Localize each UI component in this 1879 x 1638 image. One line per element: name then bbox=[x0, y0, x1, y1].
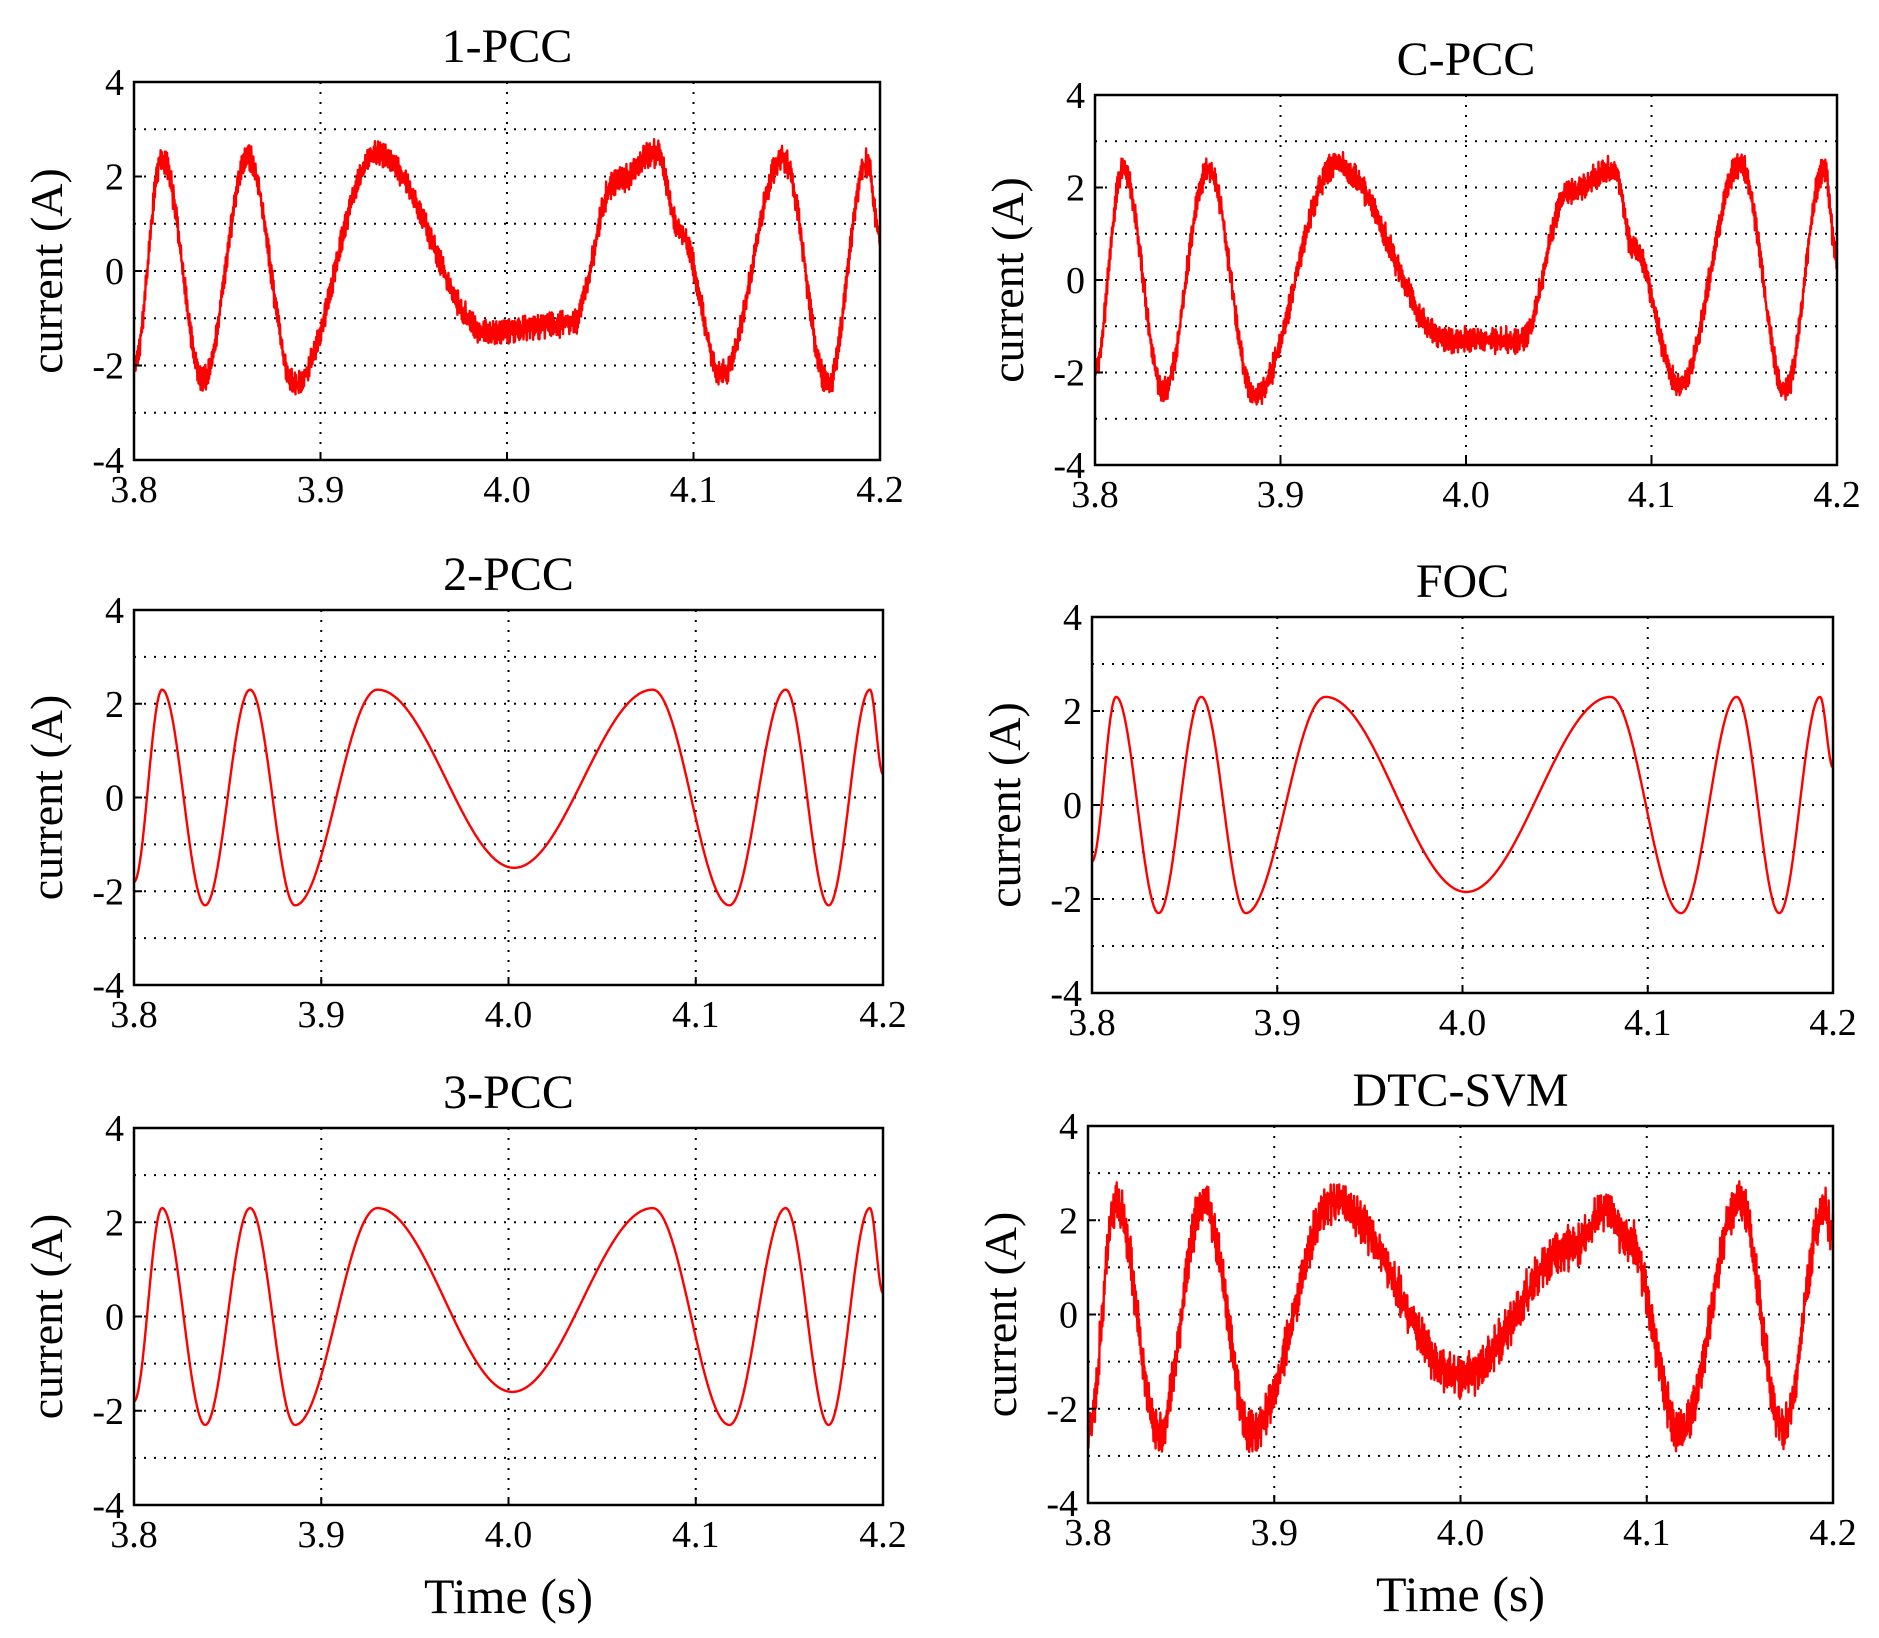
y-tick-label: -4 bbox=[1050, 973, 1082, 1015]
panel-p1pcc: 1-PCC 4 2 0 -2 -43.8 3.9 4.0 4.1 4.2 current (A) bbox=[21, 20, 904, 511]
y-tick-label: 0 bbox=[1059, 1295, 1078, 1337]
panel-p2pcc: 2-PCC 4 2 0 -2 -43.8 3.9 4.0 4.1 4.2 current (A) bbox=[21, 548, 907, 1036]
panel-pcpcc: C-PCC 4 2 0 -2 -43.8 3.9 4.0 4.1 4.2 current (A) bbox=[982, 33, 1861, 516]
y-tick-label: 2 bbox=[105, 1202, 124, 1244]
x-tick-label: 3.8 bbox=[1071, 474, 1119, 516]
x-tick-label: 3.8 bbox=[1064, 1512, 1112, 1554]
y-tick-label: 0 bbox=[1066, 260, 1085, 302]
x-tick-label: 4.2 bbox=[859, 1514, 907, 1556]
chart-title: 3-PCC bbox=[443, 1066, 574, 1119]
x-tick-label: 4.2 bbox=[1813, 474, 1861, 516]
y-tick-label: -4 bbox=[92, 1485, 124, 1527]
plot-frame bbox=[132, 608, 885, 987]
y-tick-label: 2 bbox=[1066, 168, 1085, 210]
x-tick-label: 3.9 bbox=[1251, 1512, 1299, 1554]
y-tick-label: 2 bbox=[1063, 691, 1082, 733]
series-line-p2pcc bbox=[133, 688, 884, 907]
panel-pdtc: DTC-SVM 4 2 0 -2 -43.8 3.9 4.0 4.1 4.2 current (A)… bbox=[975, 1064, 1857, 1622]
panel-p3pcc: 3-PCC 4 2 0 -2 -43.8 3.9 4.0 4.1 4.2 current (A) Ti… bbox=[21, 1066, 907, 1624]
y-tick-label: -2 bbox=[1050, 879, 1082, 921]
series-line-pfoc bbox=[1091, 695, 1834, 915]
y-tick-label: 2 bbox=[105, 157, 124, 199]
x-tick-label: 3.9 bbox=[297, 469, 345, 511]
y-axis-label: current (A) bbox=[979, 702, 1030, 908]
x-tick-label: 4.0 bbox=[1442, 474, 1490, 516]
y-tick-label: 4 bbox=[105, 62, 124, 104]
x-tick-label: 3.8 bbox=[110, 1514, 158, 1556]
y-tick-label: 0 bbox=[105, 251, 124, 293]
y-tick-label: 4 bbox=[105, 1108, 124, 1150]
x-tick-label: 3.8 bbox=[110, 994, 158, 1036]
y-tick-label: 0 bbox=[105, 778, 124, 820]
x-axis-label: Time (s) bbox=[424, 1568, 593, 1624]
chart-title: C-PCC bbox=[1397, 33, 1536, 86]
y-tick-label: -2 bbox=[92, 871, 124, 913]
y-tick-label: 4 bbox=[1059, 1106, 1078, 1148]
x-tick-label: 4.0 bbox=[485, 1514, 533, 1556]
y-tick-label: -2 bbox=[92, 1391, 124, 1433]
x-tick-label: 4.1 bbox=[672, 994, 720, 1036]
series-line-p3pcc bbox=[133, 1206, 884, 1427]
y-tick-label: -4 bbox=[1046, 1483, 1078, 1525]
x-tick-label: 3.9 bbox=[1254, 1002, 1302, 1044]
y-axis-label: current (A) bbox=[975, 1212, 1026, 1418]
chart-title: 2-PCC bbox=[443, 548, 574, 601]
x-tick-label: 3.9 bbox=[1257, 474, 1305, 516]
x-tick-label: 4.2 bbox=[1809, 1002, 1857, 1044]
x-tick-label: 4.1 bbox=[670, 469, 718, 511]
x-tick-label: 4.2 bbox=[859, 994, 907, 1036]
y-tick-label: -2 bbox=[92, 346, 124, 388]
x-tick-label: 4.0 bbox=[1437, 1512, 1485, 1554]
x-tick-label: 4.2 bbox=[1809, 1512, 1857, 1554]
x-tick-label: 4.2 bbox=[856, 469, 904, 511]
panel-pfoc: FOC 4 2 0 -2 -43.8 3.9 4.0 4.1 4.2 current (A) bbox=[979, 555, 1857, 1044]
y-tick-label: 0 bbox=[1063, 785, 1082, 827]
y-tick-label: 2 bbox=[1059, 1200, 1078, 1242]
series-line-pdtc bbox=[1086, 1180, 1835, 1454]
y-tick-label: 4 bbox=[1063, 597, 1082, 639]
y-tick-label: -4 bbox=[92, 965, 124, 1007]
y-tick-label: -2 bbox=[1053, 353, 1085, 395]
y-axis-label: current (A) bbox=[21, 168, 72, 374]
x-tick-label: 4.0 bbox=[1439, 1002, 1487, 1044]
y-tick-label: 0 bbox=[105, 1297, 124, 1339]
y-tick-label: 4 bbox=[105, 590, 124, 632]
y-tick-label: -2 bbox=[1046, 1389, 1078, 1431]
y-axis-label: current (A) bbox=[21, 695, 72, 901]
y-axis-label: current (A) bbox=[21, 1214, 72, 1420]
x-tick-label: 4.1 bbox=[1628, 474, 1676, 516]
chart-title: 1-PCC bbox=[442, 20, 573, 73]
x-tick-label: 3.8 bbox=[110, 469, 158, 511]
series-line-p1pcc bbox=[132, 138, 882, 396]
x-tick-label: 3.8 bbox=[1068, 1002, 1116, 1044]
x-axis-label: Time (s) bbox=[1376, 1566, 1545, 1622]
series-line-pcpcc bbox=[1093, 151, 1839, 406]
x-tick-label: 3.9 bbox=[298, 1514, 346, 1556]
x-tick-label: 4.1 bbox=[672, 1514, 720, 1556]
y-tick-label: 2 bbox=[105, 684, 124, 726]
y-tick-label: -4 bbox=[92, 440, 124, 482]
x-tick-label: 4.1 bbox=[1624, 1002, 1672, 1044]
y-tick-label: -4 bbox=[1053, 445, 1085, 487]
chart-title: DTC-SVM bbox=[1352, 1064, 1568, 1117]
chart-title: FOC bbox=[1416, 555, 1509, 608]
x-tick-label: 4.1 bbox=[1623, 1512, 1671, 1554]
y-tick-label: 4 bbox=[1066, 75, 1085, 117]
y-axis-label: current (A) bbox=[982, 177, 1033, 383]
x-tick-label: 4.0 bbox=[483, 469, 531, 511]
x-tick-label: 4.0 bbox=[485, 994, 533, 1036]
x-tick-label: 3.9 bbox=[298, 994, 346, 1036]
